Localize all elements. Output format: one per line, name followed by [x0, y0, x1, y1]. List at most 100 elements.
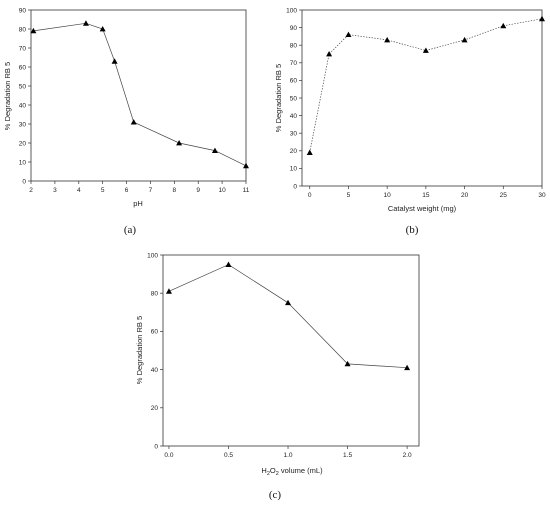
x-tick-label: 1.0	[283, 452, 292, 459]
x-tick-label: 30	[538, 192, 546, 199]
y-tick-label: 10	[19, 159, 27, 166]
x-tick-label: 10	[218, 187, 226, 194]
x-tick-label: 2	[29, 187, 33, 194]
series-line	[33, 22, 247, 167]
x-axis-label: H2O2 volume (mL)	[261, 466, 323, 477]
plot-frame	[162, 254, 420, 447]
data-point	[344, 360, 351, 367]
data-point	[30, 27, 37, 34]
y-tick-label: 40	[290, 113, 298, 120]
chart-a: 2 3 4 5 6 7 8 9 10 11 0 10 20 30 40 50 60 70 80 90 pH % Deg…	[3, 7, 250, 236]
y-axis-label: % Degradation RB 5	[135, 316, 144, 384]
y-tick-label: 0	[22, 178, 26, 185]
data-point	[111, 58, 118, 64]
data-point	[500, 22, 507, 29]
x-tick-label: 5	[347, 192, 351, 199]
y-tick-label: 80	[151, 291, 159, 298]
y-tick-label: 90	[19, 7, 27, 14]
x-tick-label: 11	[243, 187, 250, 194]
x-tick-label: 4	[77, 187, 81, 194]
data-point	[285, 299, 292, 306]
x-tick-label: 25	[500, 192, 508, 199]
data-marks	[165, 261, 411, 371]
y-axis-label: % Degradation RB 5	[274, 64, 283, 132]
data-point	[165, 288, 172, 294]
y-tick-label: 60	[151, 329, 159, 336]
x-label-subscript: 2	[267, 471, 270, 477]
x-axis-label: pH	[133, 199, 143, 208]
data-point	[404, 364, 411, 371]
x-tick-label: 0.0	[164, 452, 173, 459]
data-point	[345, 31, 352, 38]
axis-ticks: 2 3 4 5 6 7 8 9 10 11 0 10 20 30 40 50 60 70 80 90	[19, 7, 250, 194]
series-line	[168, 264, 408, 369]
y-tick-label: 100	[147, 252, 158, 259]
y-tick-label: 30	[19, 121, 27, 128]
y-tick-label: 0	[154, 443, 158, 450]
x-tick-label: 3	[53, 187, 57, 194]
x-axis-label: Catalyst weight (mg)	[388, 204, 457, 213]
y-tick-label: 70	[19, 45, 27, 52]
y-tick-label: 30	[290, 131, 298, 138]
y-tick-label: 80	[290, 43, 298, 50]
x-label-part: H	[261, 466, 266, 475]
x-tick-label: 1.5	[343, 452, 352, 459]
y-tick-label: 80	[19, 26, 27, 33]
x-tick-label: 0	[308, 192, 312, 199]
data-point	[225, 261, 232, 267]
data-point	[384, 36, 391, 43]
data-point	[99, 26, 106, 32]
panel-caption: (a)	[124, 224, 137, 236]
x-tick-label: 7	[149, 187, 153, 194]
axis-ticks: 0.0 0.5 1.0 1.5 2.0 0 20 40 60 80 100	[147, 252, 412, 459]
panel-caption: (b)	[406, 224, 419, 236]
data-point	[539, 15, 545, 22]
x-tick-label: 6	[125, 187, 129, 194]
y-tick-label: 40	[19, 102, 27, 109]
chart-b: 0 5 10 15 20 25 30 0 10 20 30 40 50 60 70 80 90 100 Catal…	[274, 7, 546, 236]
plot-frame	[301, 9, 543, 187]
y-tick-label: 0	[293, 183, 297, 190]
x-tick-label: 9	[196, 187, 200, 194]
y-tick-label: 10	[290, 166, 298, 173]
data-point	[176, 140, 183, 146]
data-marks	[306, 15, 545, 155]
x-tick-label: 20	[461, 192, 469, 199]
panel-caption: (c)	[269, 489, 282, 501]
y-tick-label: 20	[151, 405, 159, 412]
data-point	[130, 119, 137, 125]
x-tick-label: 10	[384, 192, 392, 199]
y-tick-label: 60	[19, 64, 27, 71]
data-point	[82, 20, 89, 26]
y-tick-label: 20	[19, 140, 27, 147]
series-line	[309, 18, 543, 153]
plot-frame	[30, 9, 247, 182]
y-tick-label: 20	[290, 148, 298, 155]
y-tick-label: 90	[290, 25, 298, 32]
x-tick-label: 8	[173, 187, 177, 194]
y-axis-label: % Degradation RB 5	[3, 62, 12, 130]
y-tick-label: 70	[290, 60, 298, 67]
data-marks	[30, 20, 249, 169]
x-label-subscript: 2	[276, 471, 279, 477]
x-tick-label: 5	[101, 187, 105, 194]
data-point	[211, 147, 218, 153]
y-tick-label: 50	[19, 83, 27, 90]
data-point	[306, 149, 313, 155]
x-tick-label: 0.5	[224, 452, 233, 459]
data-point	[326, 51, 333, 57]
x-tick-label: 15	[422, 192, 430, 199]
axis-ticks: 0 5 10 15 20 25 30 0 10 20 30 40 50 60 70 80 90 100	[286, 7, 546, 199]
x-tick-label: 2.0	[403, 452, 412, 459]
data-point	[461, 36, 468, 43]
x-label-part: volume (mL)	[279, 466, 323, 475]
data-point	[243, 162, 249, 169]
y-tick-label: 40	[151, 367, 159, 374]
y-tick-label: 50	[290, 95, 298, 102]
y-tick-label: 100	[286, 7, 297, 14]
x-label-part: O	[270, 466, 276, 475]
data-point	[422, 47, 429, 53]
y-tick-label: 60	[290, 78, 298, 85]
